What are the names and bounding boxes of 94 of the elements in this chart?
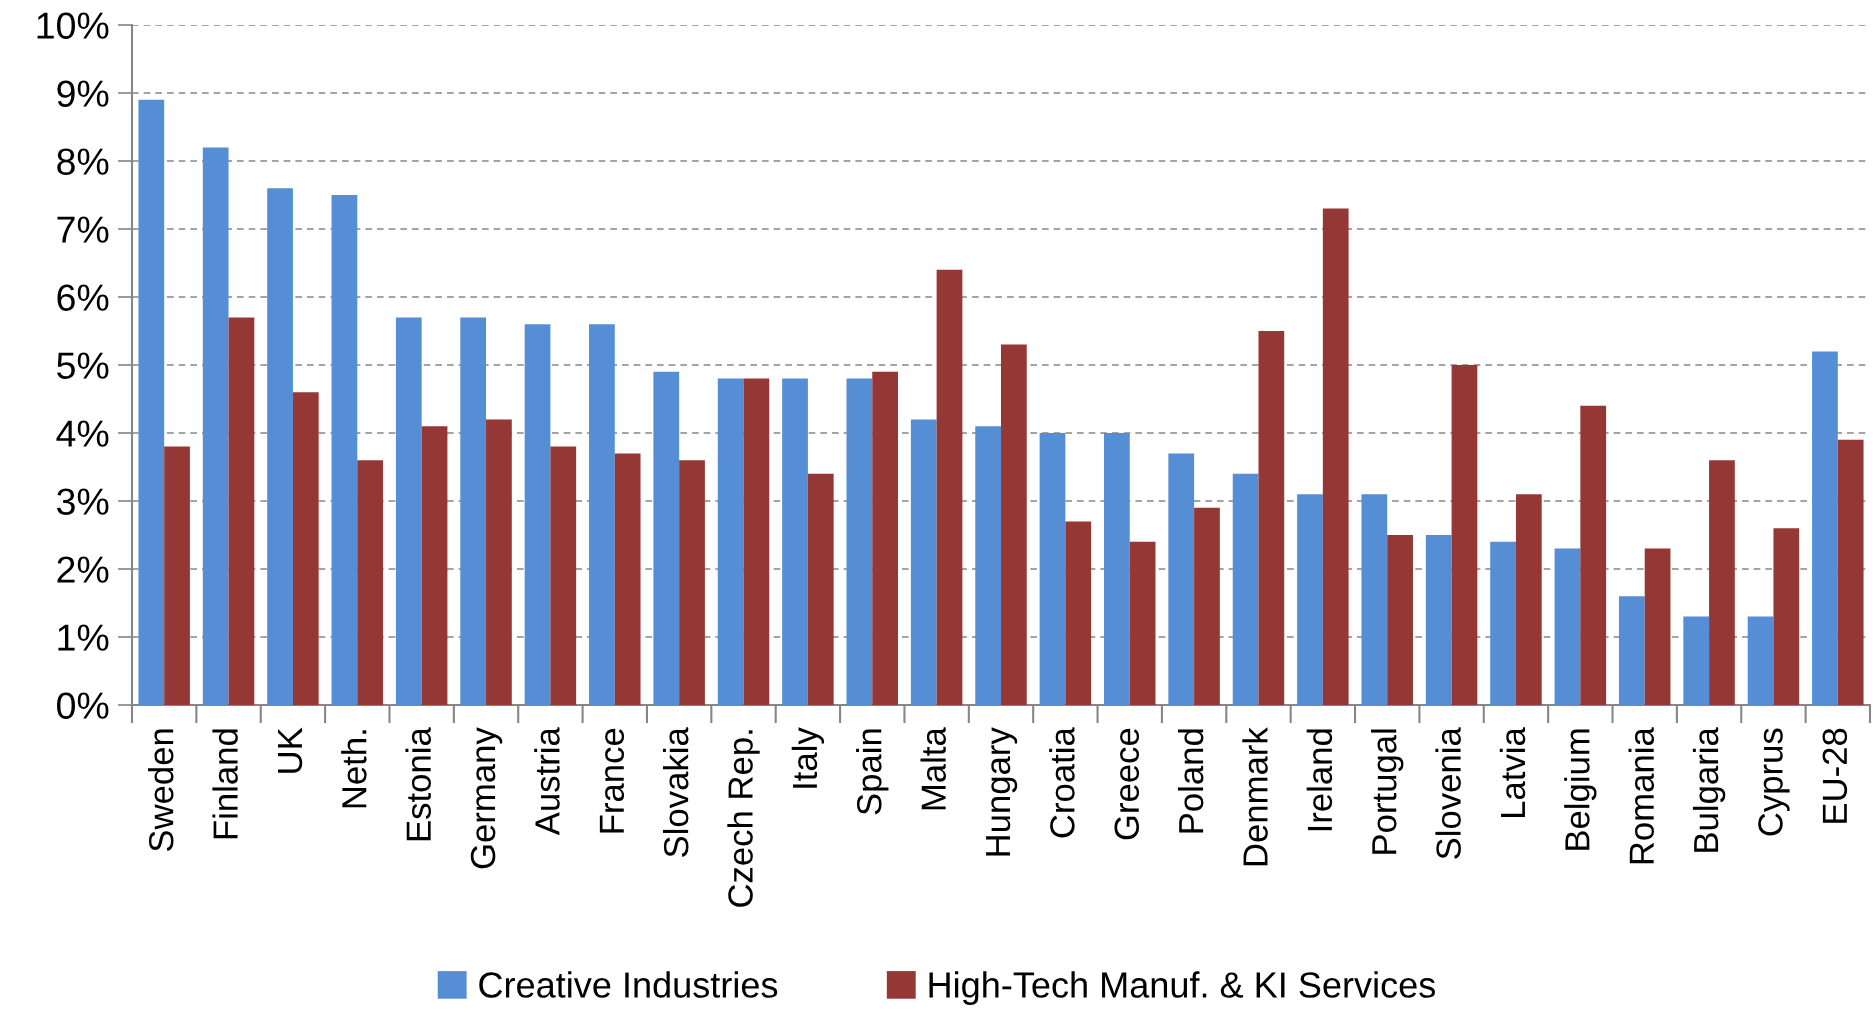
bar [1837,439,1864,705]
bar [357,460,384,705]
x-tick-label: Poland [1177,729,1204,833]
x-tick-label: Belgium [1564,729,1597,850]
bar [807,473,834,705]
bar [1258,331,1285,705]
x-tick-label: France [599,728,625,833]
x-tick-label: Spain [856,729,889,815]
bar [1232,473,1259,705]
bar [421,426,448,705]
bar [331,195,358,705]
bar [1001,344,1027,705]
bar [267,188,293,705]
bar [1297,494,1323,705]
x-tick-label: Cyprus [1758,728,1790,836]
bar [1515,494,1542,705]
x-tick-label: Greece [1114,728,1140,840]
bar [1580,405,1607,705]
bar [1361,494,1388,705]
bar [1322,208,1349,705]
x-tick-label: EU-28 [1822,728,1848,823]
bar [975,426,1001,705]
bar [1683,616,1710,705]
bar [524,324,551,705]
legend-label: Creative Industries [479,971,778,998]
bar [1812,351,1838,705]
bar [1168,453,1195,705]
bar [910,419,937,705]
bar [614,453,641,705]
x-tick-label: Finland [212,729,238,839]
x-tick-label: Estonia [405,727,431,841]
x-tick-label: Italy [791,727,825,788]
y-tick-label: 0% [57,692,109,719]
bar [1194,507,1220,705]
x-tick-label: Ireland [1306,729,1333,831]
bar [292,392,319,705]
x-tick-label: Denmark [1242,727,1268,866]
bar [1773,528,1800,705]
bar [1425,535,1452,705]
x-tick-label: Portugal [1371,729,1404,854]
bar [679,460,705,705]
bar [1554,548,1581,705]
x-tick-label: Malta [920,727,946,810]
y-tick-label: 10% [37,12,109,39]
y-tick-label: 4% [56,420,109,447]
x-tick-label: Hungary [986,727,1018,856]
bar [1387,535,1413,705]
bar [1103,433,1130,705]
y-tick-label: 7% [57,216,109,243]
x-tick-label: Austria [534,727,560,836]
legend-label: High-Tech Manuf. & KI Services [929,971,1435,1005]
bar [1065,521,1092,705]
y-tick-label: 9% [57,80,109,107]
bar [1618,596,1645,705]
x-tick-label: Sweden [148,729,174,852]
x-tick-label: Germany [470,727,503,869]
bar [550,446,577,705]
bar [1039,433,1066,705]
x-tick-label: Romania [1628,727,1655,864]
bar [717,378,744,705]
bar [589,324,615,705]
y-tick-label: 8% [57,148,109,175]
bar [782,378,808,705]
bar [395,317,422,705]
x-tick-label: Czech Rep. [727,730,760,907]
y-tick-label: 6% [57,284,109,311]
bar [1129,541,1156,705]
y-tick-label: 2% [57,556,109,583]
bar [936,269,963,705]
bar [202,147,229,705]
y-tick-label: 1% [58,624,109,651]
bar [846,378,873,705]
x-tick-label: UK [278,727,303,773]
bar [486,419,512,705]
bar [1490,541,1516,705]
bar [138,99,165,705]
bar [1644,548,1671,705]
bar [460,317,487,705]
bar [1451,365,1478,705]
bar [872,371,899,705]
y-tick-label: 3% [57,488,109,515]
y-tick-label: 5% [57,352,109,379]
bar [1747,616,1774,705]
bar [1709,460,1735,705]
x-tick-label: Slovakia [662,727,689,857]
x-tick-label: Slovenia [1435,727,1461,859]
bar [164,446,190,705]
x-tick-label: Neth. [341,730,367,808]
bar [743,378,770,705]
x-tick-label: Bulgaria [1692,727,1726,852]
x-tick-label: Croatia [1049,727,1075,838]
bar [653,371,680,705]
bar [228,317,255,705]
x-tick-label: Latvia [1499,727,1526,818]
